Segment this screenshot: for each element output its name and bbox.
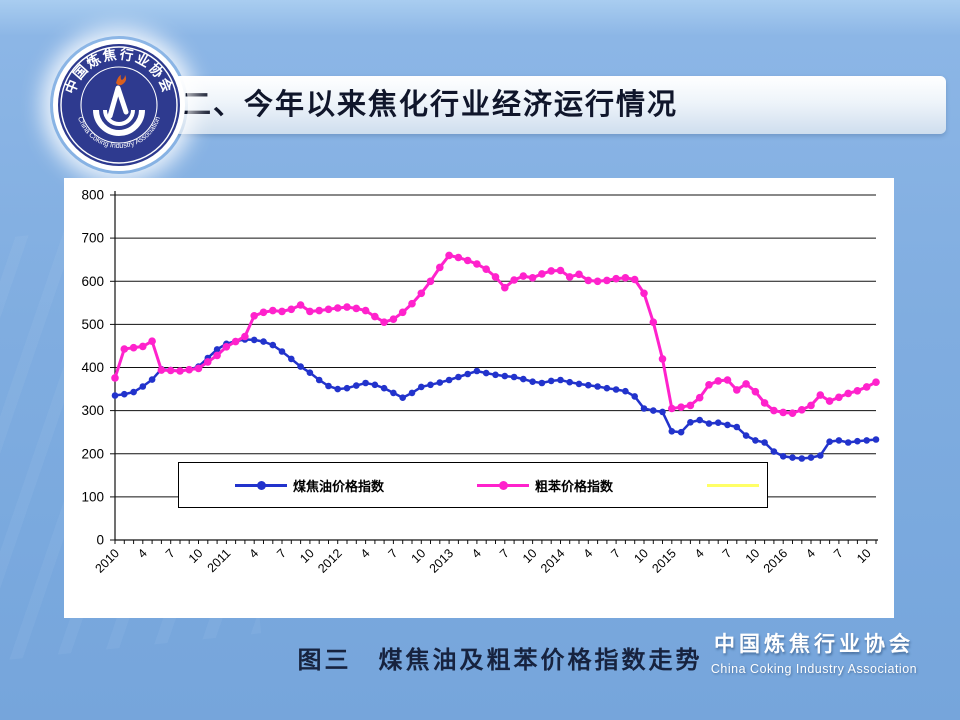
legend-label-coal-tar: 煤焦油价格指数 <box>293 478 385 494</box>
svg-text:7: 7 <box>386 546 401 561</box>
svg-text:10: 10 <box>186 546 206 566</box>
crude-benzene-line-sample-icon <box>477 480 529 490</box>
svg-text:10: 10 <box>854 546 874 566</box>
chart-panel: 0 100 200 300 400 500 600 700 800 2010 4 7 10 2011 4 7 1… <box>64 178 894 618</box>
svg-text:0: 0 <box>96 533 104 548</box>
chart-legend: 煤焦油价格指数 粗苯价格指数 <box>178 462 768 508</box>
svg-text:4: 4 <box>803 546 818 561</box>
svg-text:300: 300 <box>81 403 104 418</box>
svg-text:7: 7 <box>831 546 846 561</box>
svg-text:10: 10 <box>631 546 651 566</box>
svg-text:10: 10 <box>520 546 540 566</box>
svg-text:2014: 2014 <box>538 546 568 576</box>
svg-text:4: 4 <box>581 546 596 561</box>
svg-text:7: 7 <box>163 546 178 561</box>
legend-label-crude-benzene: 粗苯价格指数 <box>535 478 614 494</box>
svg-text:2016: 2016 <box>761 546 791 576</box>
svg-text:2012: 2012 <box>315 546 345 576</box>
svg-text:400: 400 <box>81 360 104 375</box>
logo-emblem-icon <box>93 75 145 136</box>
footer-brand-en: China Coking Industry Association <box>710 662 918 676</box>
svg-text:7: 7 <box>608 546 623 561</box>
svg-text:10: 10 <box>297 546 317 566</box>
coal-tar-line-sample-icon <box>235 480 287 490</box>
figure-caption: 图三 煤焦油及粗苯价格指数走势 <box>297 648 703 674</box>
svg-text:4: 4 <box>358 546 373 561</box>
page-title: 二、今年以来焦化行业经济运行情况 <box>182 89 679 121</box>
svg-text:2011: 2011 <box>205 546 234 575</box>
header-band: 二、今年以来焦化行业经济运行情况 <box>152 76 946 134</box>
svg-text:7: 7 <box>274 546 289 561</box>
svg-text:4: 4 <box>692 546 707 561</box>
svg-text:800: 800 <box>81 188 104 203</box>
svg-text:2015: 2015 <box>649 546 679 576</box>
svg-text:200: 200 <box>81 446 104 461</box>
svg-text:700: 700 <box>81 231 104 246</box>
svg-text:7: 7 <box>497 546 512 561</box>
svg-text:4: 4 <box>469 546 484 561</box>
legend-item-crude-benzene: 粗苯价格指数 <box>477 463 613 507</box>
footer-brand-cn: 中国炼焦行业协会 <box>714 633 914 656</box>
svg-text:10: 10 <box>409 546 429 566</box>
association-logo: 中国炼焦行业协会 China Coking Industry Associati… <box>50 36 188 174</box>
svg-text:2010: 2010 <box>93 546 123 576</box>
svg-text:7: 7 <box>720 546 735 561</box>
svg-text:500: 500 <box>81 317 104 332</box>
svg-text:100: 100 <box>81 489 104 504</box>
svg-text:4: 4 <box>135 546 150 561</box>
svg-text:2013: 2013 <box>427 546 457 576</box>
association-logo-badge: 中国炼焦行业协会 China Coking Industry Associati… <box>53 39 185 171</box>
legend-item-coal-tar: 煤焦油价格指数 <box>235 463 384 507</box>
legend-item-empty-series <box>707 463 765 507</box>
svg-text:10: 10 <box>743 546 763 566</box>
footer-brand: 中国炼焦行业协会 China Coking Industry Associati… <box>684 628 944 676</box>
svg-text:600: 600 <box>81 274 104 289</box>
svg-text:4: 4 <box>246 546 261 561</box>
empty-series-line-sample-icon <box>707 483 759 487</box>
